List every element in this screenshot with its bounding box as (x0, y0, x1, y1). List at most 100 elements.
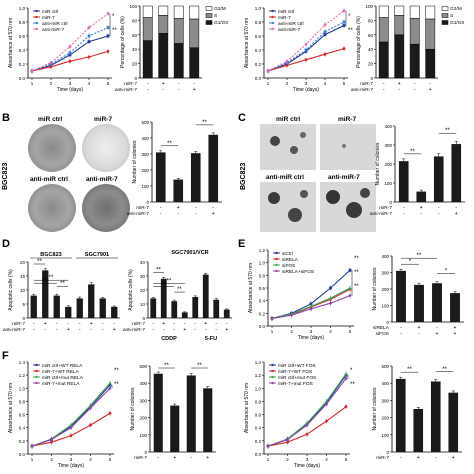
f-line2-ytick-label: 1.4 (255, 360, 262, 365)
c-ylabel: Number of colonies (375, 142, 381, 186)
b-row-sign: - (212, 205, 214, 211)
a-mid-bar-segment (173, 5, 184, 19)
a-left-legend-marker (35, 21, 38, 25)
e-line-xtick-label: 1 (271, 329, 274, 334)
e-bar-ylabel: Number of colonies (372, 267, 378, 311)
f-bar2-ytick-label: 200 (381, 416, 389, 421)
a-mid-row-sign: - (147, 87, 149, 93)
c-bar (451, 144, 462, 202)
a-right-point (342, 20, 346, 24)
plate-label-2: miR-7 (94, 116, 113, 123)
panel-label-d: D (2, 238, 10, 250)
a-right-point (342, 9, 346, 13)
e-bar-ytick-label: 100 (381, 304, 389, 309)
f-line2-legend-marker (271, 375, 274, 379)
a-right-legend-label: anti-miR-7 (278, 27, 300, 33)
a-left-ytick-label: 0.4 (19, 48, 26, 53)
f-line2-xtick-label: 5 (345, 457, 348, 462)
a-right-bar-bar-segment (394, 34, 405, 79)
a-right-point (285, 59, 289, 63)
d-left-bar (65, 306, 72, 318)
e-line-sig-label: ** (354, 284, 359, 290)
a-left-point (49, 61, 53, 64)
f-line2-point (285, 437, 290, 442)
plate-image-2 (82, 124, 130, 172)
f-line1-point (30, 444, 34, 448)
a-mid-ytick-label: 20 (132, 62, 138, 67)
e-line-xlabel: Time (days) (298, 335, 325, 341)
a-right-bar-ytick-label: 20 (368, 62, 374, 67)
d-right-row-sign: - (184, 321, 186, 327)
e-line-ytick-label: 0.6 (259, 286, 266, 291)
colony-image-3 (260, 182, 316, 232)
f-bar2-ytick-label: 500 (381, 364, 389, 369)
f-bar1-row-sign: - (190, 455, 192, 461)
b-bar (190, 153, 201, 202)
c-row-sign: - (403, 205, 405, 211)
a-right-bar-row-sign: - (429, 81, 431, 87)
d-left-bar (30, 295, 37, 318)
a-right-point (266, 69, 270, 73)
d-left-sig-label: ** (49, 275, 54, 281)
f-line1-point (50, 440, 53, 444)
f-line1-point (108, 381, 112, 385)
f-line1-point (108, 386, 112, 391)
a-right-point (304, 58, 308, 62)
f-bar2-ytick-label: 400 (381, 381, 389, 386)
e-line-ytick-label: 0.4 (259, 299, 266, 304)
f-line1-point (89, 423, 92, 427)
d-left-row-sign: + (44, 321, 47, 327)
f-line2-ytick-label: 0.2 (255, 439, 262, 444)
f-bar1-bar (186, 375, 196, 452)
f-bar2-bar (448, 392, 459, 452)
a-left-xtick-label: 3 (69, 81, 72, 86)
d-left-ytick-label: 0 (22, 316, 25, 321)
a-right-xlabel: Time (days) (293, 87, 320, 93)
e-bar-ytick-label: 400 (381, 254, 389, 259)
d-right-row-sign: - (194, 321, 196, 327)
plate-label-4: anti-miR-7 (86, 176, 118, 183)
d-right-sig-label: ** (177, 287, 182, 293)
a-left-point (68, 51, 72, 55)
d-left-row-sign: + (113, 327, 116, 333)
f-line2-ytick-label: 0.6 (255, 413, 262, 418)
a-left-legend-label: anti-miR-7 (42, 27, 64, 33)
f-line1-ylabel: Absorbance at 570 nm (8, 383, 14, 433)
a-mid-legend-swatch (205, 13, 213, 18)
d-right-row-sign: + (225, 327, 228, 333)
a-left-legend-marker (35, 27, 38, 31)
f-line2-xtick-label: 2 (286, 457, 289, 462)
f-bar1-bar (170, 405, 180, 452)
e-bar-row-sign: - (400, 325, 402, 331)
d-right-sig-label: ** (161, 281, 166, 287)
b-ytick-label: 100 (141, 184, 149, 189)
a-right-bar-legend-label: G2/M (450, 6, 462, 12)
f-line2-legend-label: miR-7+mut FOS (278, 381, 313, 387)
b-row-label: miR-7 (136, 205, 149, 211)
a-mid-bar-segment (142, 40, 153, 79)
f-line1-ytick-label: 0.0 (19, 452, 26, 457)
d-right-row-sign: - (152, 321, 154, 327)
e-bar-ytick-label: 0 (386, 320, 389, 325)
e-bar-ytick-label: 200 (381, 287, 389, 292)
e-line-legend-label: siCtrl (282, 251, 293, 257)
a-mid-row-label: miR-7 (124, 81, 137, 87)
a-right-bar-ylabel: Percentage of cells (%) (356, 16, 362, 68)
d-left-bar (99, 298, 106, 318)
a-mid-ytick-label: 80 (132, 18, 138, 23)
f-line1-xtick-label: 1 (31, 457, 34, 462)
a-right-bar-ytick-label: 100 (365, 4, 373, 9)
a-left-ytick-label: 0.0 (19, 76, 26, 81)
e-bar-bar (414, 284, 424, 322)
e-line-ytick-label: 1.0 (259, 261, 266, 266)
e-line-point (270, 316, 274, 321)
a-mid-row-label: anti-miR-7 (115, 87, 137, 93)
d-left-bar (76, 298, 83, 318)
a-left-point (30, 69, 34, 73)
d-right-ytick-label: 0 (142, 316, 145, 321)
a-right-xtick-label: 1 (267, 81, 270, 86)
e-line-point (329, 286, 332, 290)
a-right-sig-label: * (348, 14, 351, 20)
a-right-bar-row-sign: - (414, 81, 416, 87)
